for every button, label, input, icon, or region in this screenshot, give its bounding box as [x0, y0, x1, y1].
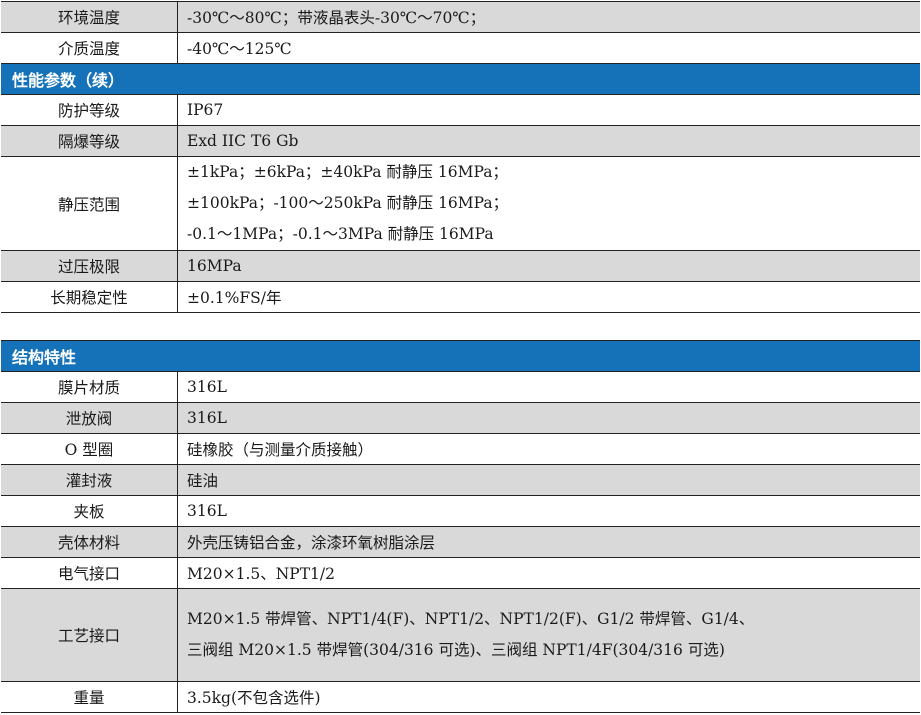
- table-row: 静压范围 ±1kPa；±6kPa；±40kPa 耐静压 16MPa； ±100kPa…: [1, 156, 920, 251]
- row-value: M20×1.5、NPT1/2: [177, 557, 920, 589]
- row-value: 316L: [177, 402, 920, 434]
- structure-table: 结构特性 膜片材质 316L 泄放阀 316L O 型圈 硅橡胶（与测量介质接触） 灌封液 硅油…: [1, 340, 920, 713]
- row-value: -40℃～125℃: [177, 32, 920, 64]
- section-header: 性能参数（续）: [1, 63, 920, 95]
- table-row: 隔爆等级 Exd IIC T6 Gb: [1, 125, 920, 157]
- row-label: 夹板: [1, 495, 178, 527]
- row-label: 膜片材质: [1, 371, 178, 403]
- row-label: 静压范围: [1, 156, 178, 251]
- value-line: ±1kPa；±6kPa；±40kPa 耐静压 16MPa；: [187, 163, 508, 181]
- row-label: 介质温度: [1, 32, 178, 64]
- table-row: 介质温度 -40℃～125℃: [1, 32, 920, 64]
- table-row: O 型圈 硅橡胶（与测量介质接触）: [1, 433, 920, 465]
- row-label: 环境温度: [1, 1, 178, 33]
- table-row: 电气接口 M20×1.5、NPT1/2: [1, 557, 920, 589]
- row-value: Exd IIC T6 Gb: [177, 125, 920, 157]
- row-value: 3.5kg(不包含选件): [177, 681, 920, 713]
- row-label: O 型圈: [1, 433, 178, 465]
- table-row: 环境温度 -30℃～80℃；带液晶表头-30℃～70℃；: [1, 1, 920, 33]
- row-value: ±0.1%FS/年: [177, 281, 920, 313]
- row-label: 防护等级: [1, 94, 178, 126]
- row-value: M20×1.5 带焊管、NPT1/4(F)、NPT1/2、NPT1/2(F)、G…: [177, 588, 920, 682]
- table-row: 壳体材料 外壳压铸铝合金，涂漆环氧树脂涂层: [1, 526, 920, 558]
- table-row: 防护等级 IP67: [1, 94, 920, 126]
- value-line: 三阀组 M20×1.5 带焊管(304/316 可选)、三阀组 NPT1/4F(…: [187, 641, 725, 659]
- value-line: -0.1～1MPa；-0.1～3MPa 耐静压 16MPa: [187, 225, 494, 243]
- performance-table: 环境温度 -30℃～80℃；带液晶表头-30℃～70℃； 介质温度 -40℃～125℃…: [1, 1, 920, 313]
- row-value: ±1kPa；±6kPa；±40kPa 耐静压 16MPa； ±100kPa；-10…: [177, 156, 920, 251]
- row-value: 外壳压铸铝合金，涂漆环氧树脂涂层: [177, 526, 920, 558]
- row-label: 壳体材料: [1, 526, 178, 558]
- table-row: 工艺接口 M20×1.5 带焊管、NPT1/4(F)、NPT1/2、NPT1/2(…: [1, 588, 920, 682]
- row-label: 工艺接口: [1, 588, 178, 682]
- row-value: 硅橡胶（与测量介质接触）: [177, 433, 920, 465]
- row-label: 灌封液: [1, 464, 178, 496]
- row-value: 16MPa: [177, 250, 920, 282]
- table-row: 夹板 316L: [1, 495, 920, 527]
- row-label: 过压极限: [1, 250, 178, 282]
- section-title: 性能参数（续）: [1, 63, 920, 95]
- section-header: 结构特性: [1, 340, 920, 372]
- table-row: 重量 3.5kg(不包含选件): [1, 681, 920, 713]
- value-line: ±100kPa；-100～250kPa 耐静压 16MPa；: [187, 194, 509, 212]
- row-value: IP67: [177, 94, 920, 126]
- table-row: 过压极限 16MPa: [1, 250, 920, 282]
- row-label: 泄放阀: [1, 402, 178, 434]
- row-value: -30℃～80℃；带液晶表头-30℃～70℃；: [177, 1, 920, 33]
- row-label: 隔爆等级: [1, 125, 178, 157]
- row-label: 长期稳定性: [1, 281, 178, 313]
- table-row: 泄放阀 316L: [1, 402, 920, 434]
- row-label: 电气接口: [1, 557, 178, 589]
- section-title: 结构特性: [1, 340, 920, 372]
- row-label: 重量: [1, 681, 178, 713]
- table-row: 膜片材质 316L: [1, 371, 920, 403]
- table-row: 灌封液 硅油: [1, 464, 920, 496]
- value-line: M20×1.5 带焊管、NPT1/4(F)、NPT1/2、NPT1/2(F)、G…: [187, 610, 755, 628]
- table-row: 长期稳定性 ±0.1%FS/年: [1, 281, 920, 313]
- row-value: 316L: [177, 371, 920, 403]
- row-value: 硅油: [177, 464, 920, 496]
- row-value: 316L: [177, 495, 920, 527]
